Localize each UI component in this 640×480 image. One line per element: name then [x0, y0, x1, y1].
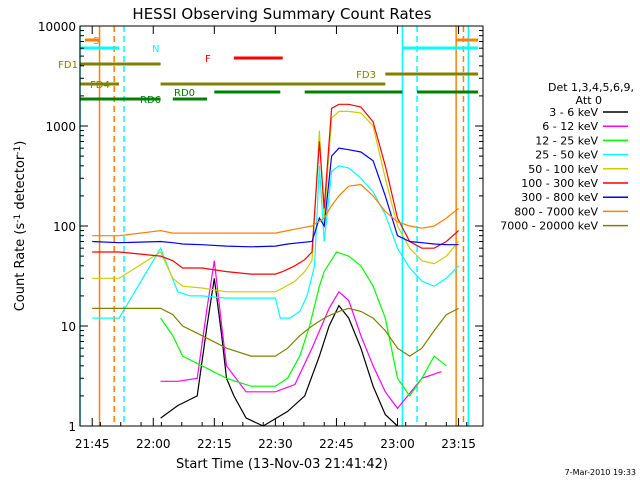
x-tick-label-5: 23:00 — [380, 437, 415, 451]
series-lines — [92, 103, 460, 427]
flag-label-FD1: FD1 — [58, 60, 78, 71]
legend-entry-0: 3 - 6 keV — [549, 106, 598, 119]
flag-label-S: S — [93, 36, 99, 47]
flag-label-RD0: RD0 — [174, 88, 195, 99]
legend-title-line2: Att 0 — [576, 94, 602, 107]
legend-entry-7: 800 - 7000 keV — [514, 205, 598, 218]
chart-title: HESSI Observing Summary Count Rates — [132, 5, 431, 23]
footer-date: 7-Mar-2010 19:33 — [565, 468, 636, 477]
series-line-5 — [92, 103, 459, 275]
y-axis-label: Count Rate (s-1 detector-1) — [13, 141, 28, 312]
series-line-2 — [160, 251, 447, 397]
x-tick-label-1: 22:00 — [136, 437, 171, 451]
y-tick-label-4: 10000 — [38, 20, 76, 34]
x-tick-label-6: 23:15 — [441, 437, 476, 451]
x-axis-label: Start Time (13-Nov-03 21:41:42) — [176, 457, 388, 472]
x-tick-label-4: 22:45 — [319, 437, 354, 451]
y-tick-label-3: 1000 — [45, 120, 76, 134]
legend-entry-6: 300 - 800 keV — [521, 191, 598, 204]
legend-entry-5: 100 - 300 keV — [521, 177, 598, 190]
legend-entry-1: 6 - 12 keV — [542, 120, 598, 133]
legend-entry-4: 50 - 100 keV — [528, 163, 598, 176]
flag-label-FD3: FD3 — [356, 70, 376, 81]
y-tick-label-1: 10 — [61, 320, 76, 334]
series-line-4 — [92, 110, 460, 293]
flag-label-F: F — [205, 54, 211, 65]
x-tick-label-0: 21:45 — [75, 437, 110, 451]
axes: 21:45 22:00 22:15 22:30 22:45 23:00 23:15 1 10 10… — [38, 20, 483, 451]
series-line-7 — [92, 183, 459, 237]
series-line-3 — [92, 165, 460, 319]
legend-title-line1: Det 1,3,4,5,6,9, — [548, 81, 634, 94]
flag-label-FD4: FD4 — [90, 80, 110, 91]
series-line-6 — [92, 147, 459, 248]
plot-frame — [79, 25, 484, 427]
x-tick-label-2: 22:15 — [197, 437, 232, 451]
flag-bars: S N F FD1 FD3 FD4 RD0 RD6 — [58, 36, 479, 106]
series-line-0 — [160, 278, 398, 427]
series-line-1 — [160, 260, 442, 410]
flag-label-N: N — [152, 44, 159, 55]
series-line-8 — [92, 307, 459, 357]
legend-entry-8: 7000 - 20000 keV — [500, 220, 598, 233]
y-tick-label-2: 100 — [53, 220, 76, 234]
flag-label-RD6: RD6 — [140, 95, 161, 106]
x-tick-label-3: 22:30 — [258, 437, 293, 451]
legend-entry-3: 25 - 50 keV — [535, 149, 598, 162]
legend-entry-2: 12 - 25 keV — [535, 134, 598, 147]
y-tick-label-0: 1 — [68, 420, 76, 434]
